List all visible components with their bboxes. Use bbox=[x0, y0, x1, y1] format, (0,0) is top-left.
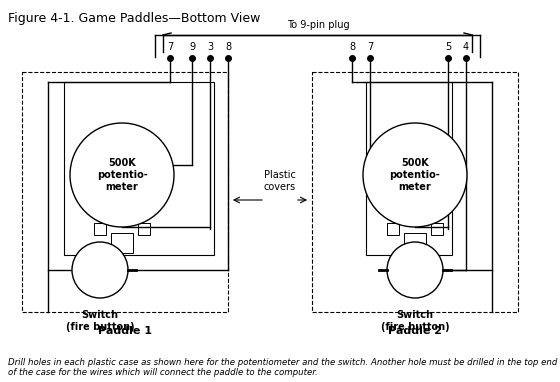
Text: 7: 7 bbox=[367, 42, 373, 52]
Text: Paddle 1: Paddle 1 bbox=[98, 326, 152, 336]
Ellipse shape bbox=[72, 242, 128, 298]
Ellipse shape bbox=[387, 242, 443, 298]
Text: 9: 9 bbox=[189, 42, 195, 52]
Text: To 9-pin plug: To 9-pin plug bbox=[287, 20, 349, 30]
Ellipse shape bbox=[363, 123, 467, 227]
Text: 7: 7 bbox=[167, 42, 173, 52]
Bar bbox=[404, 233, 426, 253]
Text: Paddle 2: Paddle 2 bbox=[388, 326, 442, 336]
Text: 3: 3 bbox=[207, 42, 213, 52]
Text: Switch
(fire button): Switch (fire button) bbox=[381, 310, 449, 332]
Bar bbox=[94, 223, 106, 235]
Text: 8: 8 bbox=[349, 42, 355, 52]
Bar bbox=[312, 72, 518, 312]
Text: 500K
potentio-
meter: 500K potentio- meter bbox=[390, 159, 440, 192]
Ellipse shape bbox=[70, 123, 174, 227]
Text: 500K
potentio-
meter: 500K potentio- meter bbox=[97, 159, 147, 192]
Text: Figure 4-1. Game Paddles—Bottom View: Figure 4-1. Game Paddles—Bottom View bbox=[8, 12, 260, 25]
Text: 5: 5 bbox=[445, 42, 451, 52]
Bar bbox=[138, 223, 150, 235]
Text: 8: 8 bbox=[225, 42, 231, 52]
Text: Plastic
covers: Plastic covers bbox=[264, 170, 296, 192]
Bar bbox=[22, 72, 228, 312]
Bar bbox=[387, 223, 399, 235]
Bar bbox=[111, 233, 133, 253]
Text: 4: 4 bbox=[463, 42, 469, 52]
Bar bbox=[431, 223, 443, 235]
Text: Switch
(fire button): Switch (fire button) bbox=[66, 310, 134, 332]
Bar bbox=[64, 82, 214, 255]
Bar bbox=[366, 82, 452, 255]
Text: Drill holes in each plastic case as shown here for the potentiometer and the swi: Drill holes in each plastic case as show… bbox=[8, 358, 557, 377]
